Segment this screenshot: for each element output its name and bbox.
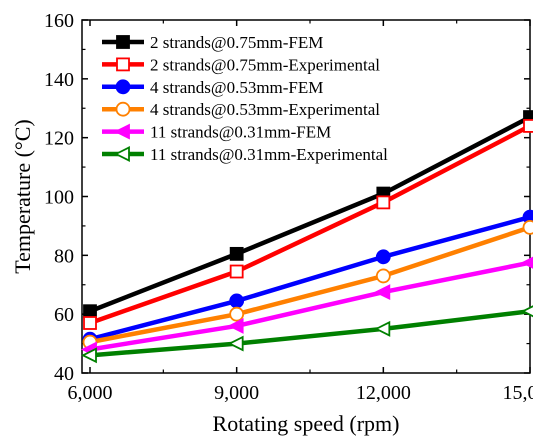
y-tick-label: 80	[54, 245, 74, 267]
y-axis-title: Temperature (°C)	[10, 119, 35, 273]
legend-entry-5: 11 strands@0.31mm-FEM	[102, 123, 331, 142]
y-tick-label: 40	[54, 363, 74, 385]
legend-marker	[115, 101, 131, 117]
data-point	[83, 316, 97, 330]
data-point	[80, 347, 97, 364]
axes: 40 60 80 100 120 140 160 6,000 9,000 12,000 15,000	[44, 10, 533, 404]
legend-entry-6: 11 strands@0.31mm-Experimental	[102, 145, 388, 164]
legend-entry-1: 2 strands@0.75mm-FEM	[102, 33, 323, 52]
series-2	[83, 119, 533, 330]
data-point	[374, 284, 391, 301]
y-tick-label: 120	[44, 128, 74, 150]
legend-marker	[113, 123, 130, 140]
series-line	[89, 115, 532, 314]
series-6	[80, 305, 533, 364]
legend-entry-2: 2 strands@0.75mm-Experimental	[102, 55, 380, 74]
data-point	[522, 219, 533, 235]
legend-label: 4 strands@0.53mm-Experimental	[150, 100, 380, 119]
x-tick-label: 12,000	[356, 382, 411, 404]
data-point	[229, 264, 244, 279]
data-point	[227, 317, 244, 334]
data-point	[520, 305, 533, 318]
legend-label: 2 strands@0.75mm-FEM	[150, 33, 323, 52]
legend-marker	[113, 146, 130, 162]
legend-label: 4 strands@0.53mm-FEM	[150, 78, 323, 97]
data-point	[229, 293, 245, 309]
series-5	[80, 256, 533, 358]
data-point	[520, 256, 533, 269]
x-axis-title: Rotating speed (rpm)	[213, 411, 400, 436]
y-tick-label: 60	[54, 304, 74, 326]
legend-marker	[116, 57, 130, 72]
data-point	[376, 195, 391, 210]
y-tick-label: 100	[44, 187, 74, 209]
series-line	[89, 225, 531, 345]
data-point	[375, 249, 391, 265]
x-tick-label: 6,000	[68, 382, 113, 404]
legend-marker	[116, 35, 130, 49]
series-line	[89, 260, 531, 352]
y-tick-label: 140	[44, 69, 74, 91]
legend-label: 11 strands@0.31mm-FEM	[150, 123, 331, 142]
legend-entry-4: 4 strands@0.53mm-Experimental	[102, 100, 380, 119]
data-point	[374, 320, 391, 337]
x-tick-label: 9,000	[214, 382, 259, 404]
x-tick-label: 15,000	[503, 382, 533, 404]
legend-label: 2 strands@0.75mm-Experimental	[150, 55, 380, 74]
series-line	[89, 123, 532, 326]
data-point	[227, 335, 244, 352]
legend-label: 11 strands@0.31mm-Experimental	[150, 145, 388, 164]
data-point	[83, 304, 97, 319]
data-point	[375, 268, 391, 284]
legend-marker	[115, 79, 131, 95]
legend: 2 strands@0.75mm-FEM 2 strands@0.75mm-Exp…	[102, 33, 388, 164]
y-tick-label: 160	[44, 10, 74, 32]
legend-entry-3: 4 strands@0.53mm-FEM	[102, 78, 323, 97]
series-layer	[80, 110, 533, 364]
data-point	[523, 119, 533, 133]
series-1	[83, 110, 533, 319]
series-line	[89, 308, 531, 358]
data-point	[229, 246, 244, 261]
data-point	[229, 306, 245, 322]
series-line	[89, 214, 531, 342]
series-3	[82, 209, 533, 347]
